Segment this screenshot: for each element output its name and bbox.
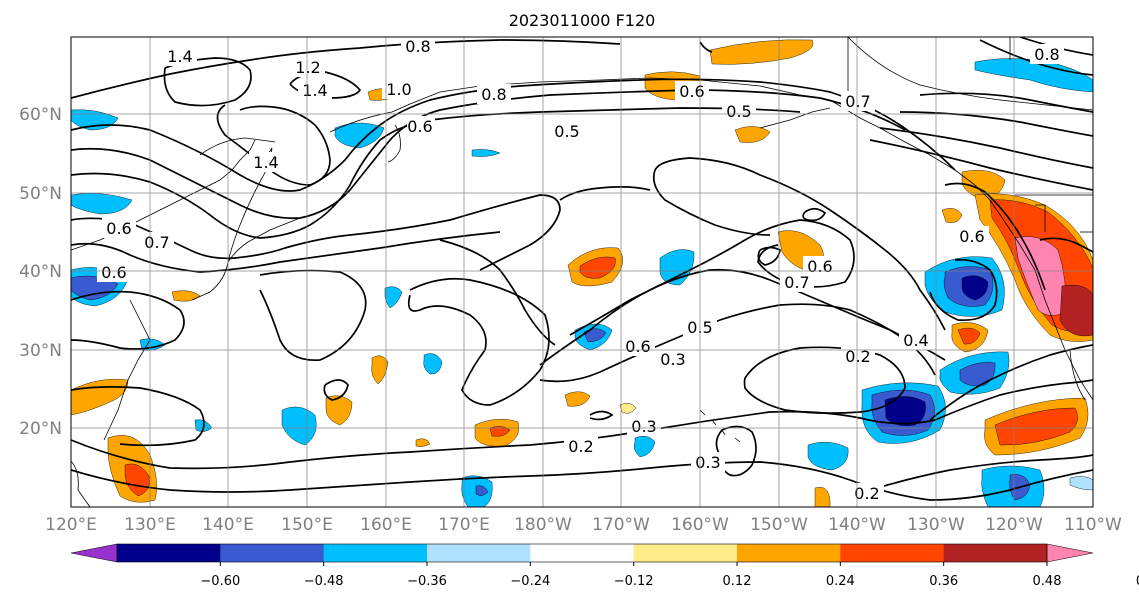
latitude-labels: 60°N 50°N 40°N 30°N 20°N <box>19 105 62 439</box>
contour-label: 0.6 <box>679 82 704 101</box>
colorbar-tick-label: −0.12 <box>614 574 654 589</box>
contour-label: 0.3 <box>631 417 656 436</box>
lat-label: 30°N <box>19 341 62 361</box>
map-frame <box>70 36 1094 508</box>
colorbar-swatch <box>840 544 945 562</box>
colorbar-swatch <box>117 544 221 562</box>
lon-label: 170°E <box>438 515 490 535</box>
colorbar-tick-label: −0.24 <box>510 574 550 589</box>
contour-label: 0.6 <box>106 219 131 238</box>
lon-label: 160°E <box>360 515 412 535</box>
contour-lines <box>71 37 1093 501</box>
colorbar-swatch <box>943 544 1048 562</box>
lon-label: 150°E <box>281 515 333 535</box>
lon-label: 160°W <box>671 515 729 535</box>
colorbar-tick-label: 0.12 <box>723 574 752 589</box>
lon-label: 130°E <box>124 515 176 535</box>
contour-label: 0.6 <box>407 117 432 136</box>
contour-label: 0.2 <box>854 484 879 503</box>
lon-label: 180°W <box>514 515 572 535</box>
map-title: 2023011000 F120 <box>509 11 656 30</box>
contour-label: 1.0 <box>386 80 411 99</box>
colorbar-tick-label: 0.48 <box>1033 574 1062 589</box>
contour-label: 0.3 <box>660 350 685 369</box>
contour-label: 0.8 <box>405 37 430 56</box>
colorbar-tick-label: 0.24 <box>826 574 855 589</box>
colorbar-tick-label: −0.60 <box>200 574 240 589</box>
contour-label: 1.4 <box>167 47 192 66</box>
lat-label: 40°N <box>19 262 62 282</box>
contour-label-group: 1.4 1.2 1.4 0.8 1.0 0.8 0.6 0.5 0.5 0.7 … <box>97 37 1064 503</box>
contour-label: 0.8 <box>481 85 506 104</box>
colorbar-tick-label: 0.36 <box>929 574 958 589</box>
colorbar-swatch <box>530 544 635 562</box>
colorbar-tick-label: −0.36 <box>407 574 447 589</box>
contour-label: 0.2 <box>845 347 870 366</box>
lon-label: 130°W <box>907 515 965 535</box>
contour-label: 0.5 <box>554 122 579 141</box>
contour-label: 0.7 <box>845 92 870 111</box>
colorbar-swatch <box>737 544 841 562</box>
colorbar-tick-label: −0.48 <box>304 574 344 589</box>
contour-label: 0.8 <box>1034 45 1059 64</box>
longitude-labels: 120°E 130°E 140°E 150°E 160°E 170°E 180°… <box>45 515 1122 535</box>
contour-label: 0.6 <box>959 227 984 246</box>
map-gridlines <box>71 37 1093 507</box>
colorbar-extend-max <box>1046 543 1094 563</box>
contour-label: 0.3 <box>695 453 720 472</box>
lon-label: 140°W <box>828 515 886 535</box>
colorbar-tick-label: 0.60 <box>1136 574 1139 589</box>
contour-label: 0.5 <box>726 102 751 121</box>
contour-label: 0.4 <box>903 331 928 350</box>
contour-label: 0.7 <box>784 273 809 292</box>
lon-label: 170°W <box>592 515 650 535</box>
contour-label: 0.6 <box>101 263 126 282</box>
contour-label: 1.4 <box>302 81 327 100</box>
lon-label: 110°W <box>1064 515 1122 535</box>
lon-label: 120°E <box>45 515 97 535</box>
contour-label: 0.7 <box>144 233 169 252</box>
colorbar-swatch <box>323 544 428 562</box>
contour-label: 1.4 <box>253 153 278 172</box>
colorbar-swatch <box>633 544 738 562</box>
colorbar-swatch <box>427 544 531 562</box>
contour-label: 1.2 <box>295 58 320 77</box>
lat-label: 50°N <box>19 184 62 204</box>
lon-label: 140°E <box>202 515 254 535</box>
lon-label: 150°W <box>750 515 808 535</box>
lat-label: 20°N <box>19 419 62 439</box>
colorbar-extend-min <box>70 543 118 563</box>
lon-label: 120°W <box>985 515 1043 535</box>
colorbar: −0.60 −0.48 −0.36 −0.24 −0.12 0.12 0.24 0.36 0.4… <box>70 543 1139 589</box>
lat-label: 60°N <box>19 105 62 125</box>
colorbar-swatch <box>220 544 325 562</box>
contour-label: 0.6 <box>625 337 650 356</box>
contour-label: 0.2 <box>568 437 593 456</box>
